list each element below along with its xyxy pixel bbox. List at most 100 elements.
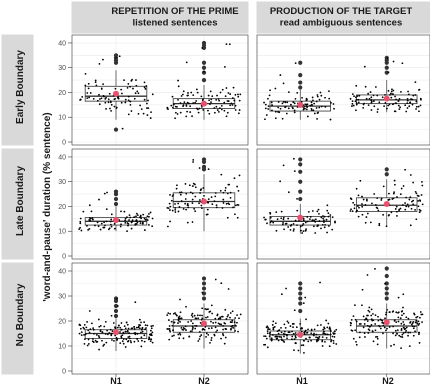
panel-r1c2-n1-point	[279, 74, 282, 76]
panel-r2c2-n2-point	[388, 214, 390, 216]
panel-r3c1-n1-point	[99, 330, 102, 333]
panel-r1c1-n1-point	[147, 107, 150, 110]
panel-r2c1-n1-point	[128, 219, 130, 221]
panel-r1c1-n2-point	[234, 104, 237, 107]
panel-r3c1-n2-point	[236, 314, 238, 317]
panel-r2c1-n2-point	[186, 203, 189, 205]
panel-r3c1-n2-point	[211, 312, 214, 315]
panel-r3c1-n1-point	[122, 331, 125, 334]
panel-r1c1-n2-point	[238, 99, 241, 102]
panel-r2c1-n1-point	[146, 215, 149, 218]
panel-r3c1-n1-point	[120, 322, 123, 324]
panel-r2c2-n2-point	[405, 196, 408, 199]
panel-r3c2-n1-point	[315, 333, 318, 336]
panel-r1c1-n1-point	[89, 92, 92, 94]
panel-r2c2-n1-point	[317, 208, 320, 211]
panel-r3c1-n1-point	[92, 327, 95, 330]
panel-r3c2-n2-point	[421, 321, 423, 324]
panel-r1c1-n2-point	[185, 105, 188, 107]
panel-r1c2-n2-point	[372, 94, 375, 97]
panel-r1c1-n2-point	[177, 85, 180, 88]
panel-r3c2-n2-point	[414, 330, 416, 333]
panel-border	[71, 34, 249, 146]
panel-r3c2-n2-point	[391, 310, 394, 313]
panel-r1c2-n2-point	[381, 96, 384, 99]
panel-r1c1-n1-point	[81, 95, 84, 98]
panel-r1c1-n2-point	[190, 91, 193, 94]
panel-r3c2-n2-point	[396, 332, 399, 335]
panel-r3c1-n2-point	[222, 328, 224, 331]
panel-r3c2-n1-outlier	[298, 301, 303, 306]
panel-r2c1-n1-point	[107, 228, 110, 231]
panel-r3c1-n2-point	[197, 317, 200, 320]
panel-r2c2-n1-point	[324, 223, 326, 226]
panel-r2c2-n2-point	[417, 199, 420, 202]
panel-r3c2-n1-point	[315, 336, 317, 339]
panel-r1c2-n2-point	[415, 108, 417, 110]
panel-r1c1-n2-point	[177, 79, 179, 82]
panel-r2c1-n1-point	[92, 218, 94, 221]
panel-r2c2-n1-point	[311, 210, 314, 212]
panel-r1c1-n2-point	[229, 104, 232, 107]
panel-r1c2-n2-point	[358, 94, 361, 97]
panel-r1c2-n1-point	[316, 118, 318, 120]
y-tick-label: 40	[58, 269, 66, 276]
panel-r2c2-n2-point	[399, 193, 402, 196]
panel-r2c2-n2-point	[414, 208, 416, 211]
panel-r3c2-n1-point	[321, 340, 324, 343]
panel-r2c2-n2-point	[412, 181, 415, 184]
panel-r2c1-n1-point	[104, 224, 106, 227]
panel-r1c1-n2-point	[210, 98, 213, 101]
panel-r3c2-n2-point	[402, 306, 404, 309]
y-tick-label: 0	[62, 369, 66, 376]
panel-r3c2-n1-point	[263, 335, 265, 338]
panel-r3c1-n2-point	[191, 312, 194, 315]
panel-r1c1-n2-point	[197, 111, 200, 114]
panel-r2c1-n2-point	[177, 210, 180, 213]
panel-r2c1-n1-point	[87, 229, 90, 231]
panel-r1c1-n2-point	[213, 107, 216, 109]
panel-r1c1-n2-point	[215, 105, 218, 108]
panel-r2c2-n1-point	[289, 224, 292, 227]
panel-r3c1-n1-point	[143, 334, 146, 337]
panel-r1c1-n2-point	[208, 112, 211, 115]
panel-r3c1-n1-point	[120, 335, 123, 338]
panel-r3c2-n1-point	[332, 339, 335, 342]
panel-r2c2-n1-point	[269, 212, 272, 215]
panel-r3c2-n1-point	[333, 336, 336, 338]
panel-r2c1-n2-point	[193, 207, 196, 210]
panel-r3c1-n1-point	[146, 324, 149, 327]
panel-r3c1-n2-point	[177, 319, 180, 322]
panel-r3c2-n2-point	[416, 322, 419, 325]
panel-r1c2-n2-point	[352, 104, 355, 107]
panel-r2c2-n1-point	[320, 227, 322, 230]
panel-r2c1-n2-point	[169, 209, 171, 211]
panel-r2c2-n2-point	[409, 174, 412, 176]
panel-r3c2-n1-point	[272, 334, 274, 336]
panel-r2c1-n1-point	[97, 225, 100, 228]
panel-r2c2-n1-point	[307, 210, 310, 213]
panel-r1c2-n2-point	[404, 104, 407, 107]
panel-r1c1-n2-point	[228, 43, 231, 46]
panel-r3c2-n2-point	[376, 343, 379, 346]
panel-r3c1-n1-point	[111, 339, 113, 341]
panel-r3c2-n2-point	[395, 311, 398, 314]
panel-r3c2-n2-point	[361, 288, 364, 291]
panel-r2c1-n1-point	[88, 204, 91, 207]
panel-r2c2-n1-point	[269, 221, 272, 224]
y-axis-title: 'word-and-pause' duration (% sentence)	[42, 112, 53, 301]
panel-r1c1-n2-point	[176, 106, 178, 108]
panel-r3c2-n2-point	[366, 324, 369, 327]
panel-r3c2-n1-point	[318, 335, 321, 338]
panel-r1c1-n1-point	[147, 99, 149, 102]
panel-r1c2-n1-outlier	[298, 85, 303, 90]
panel-r2c1-n1-point	[98, 198, 100, 201]
panel-r2c2-n2-point	[409, 224, 412, 227]
panel-r1c2-n2-point	[370, 109, 373, 111]
panel-r3c1-n1-point	[140, 331, 142, 334]
panel-r2c2-n2-point	[401, 204, 404, 206]
panel-r1c1-n1-point	[102, 83, 105, 86]
panel-r2c2-n1-point	[312, 225, 315, 228]
panel-r1c1-n1-point	[151, 93, 154, 96]
panel-r1c1-n2-point	[231, 104, 234, 106]
